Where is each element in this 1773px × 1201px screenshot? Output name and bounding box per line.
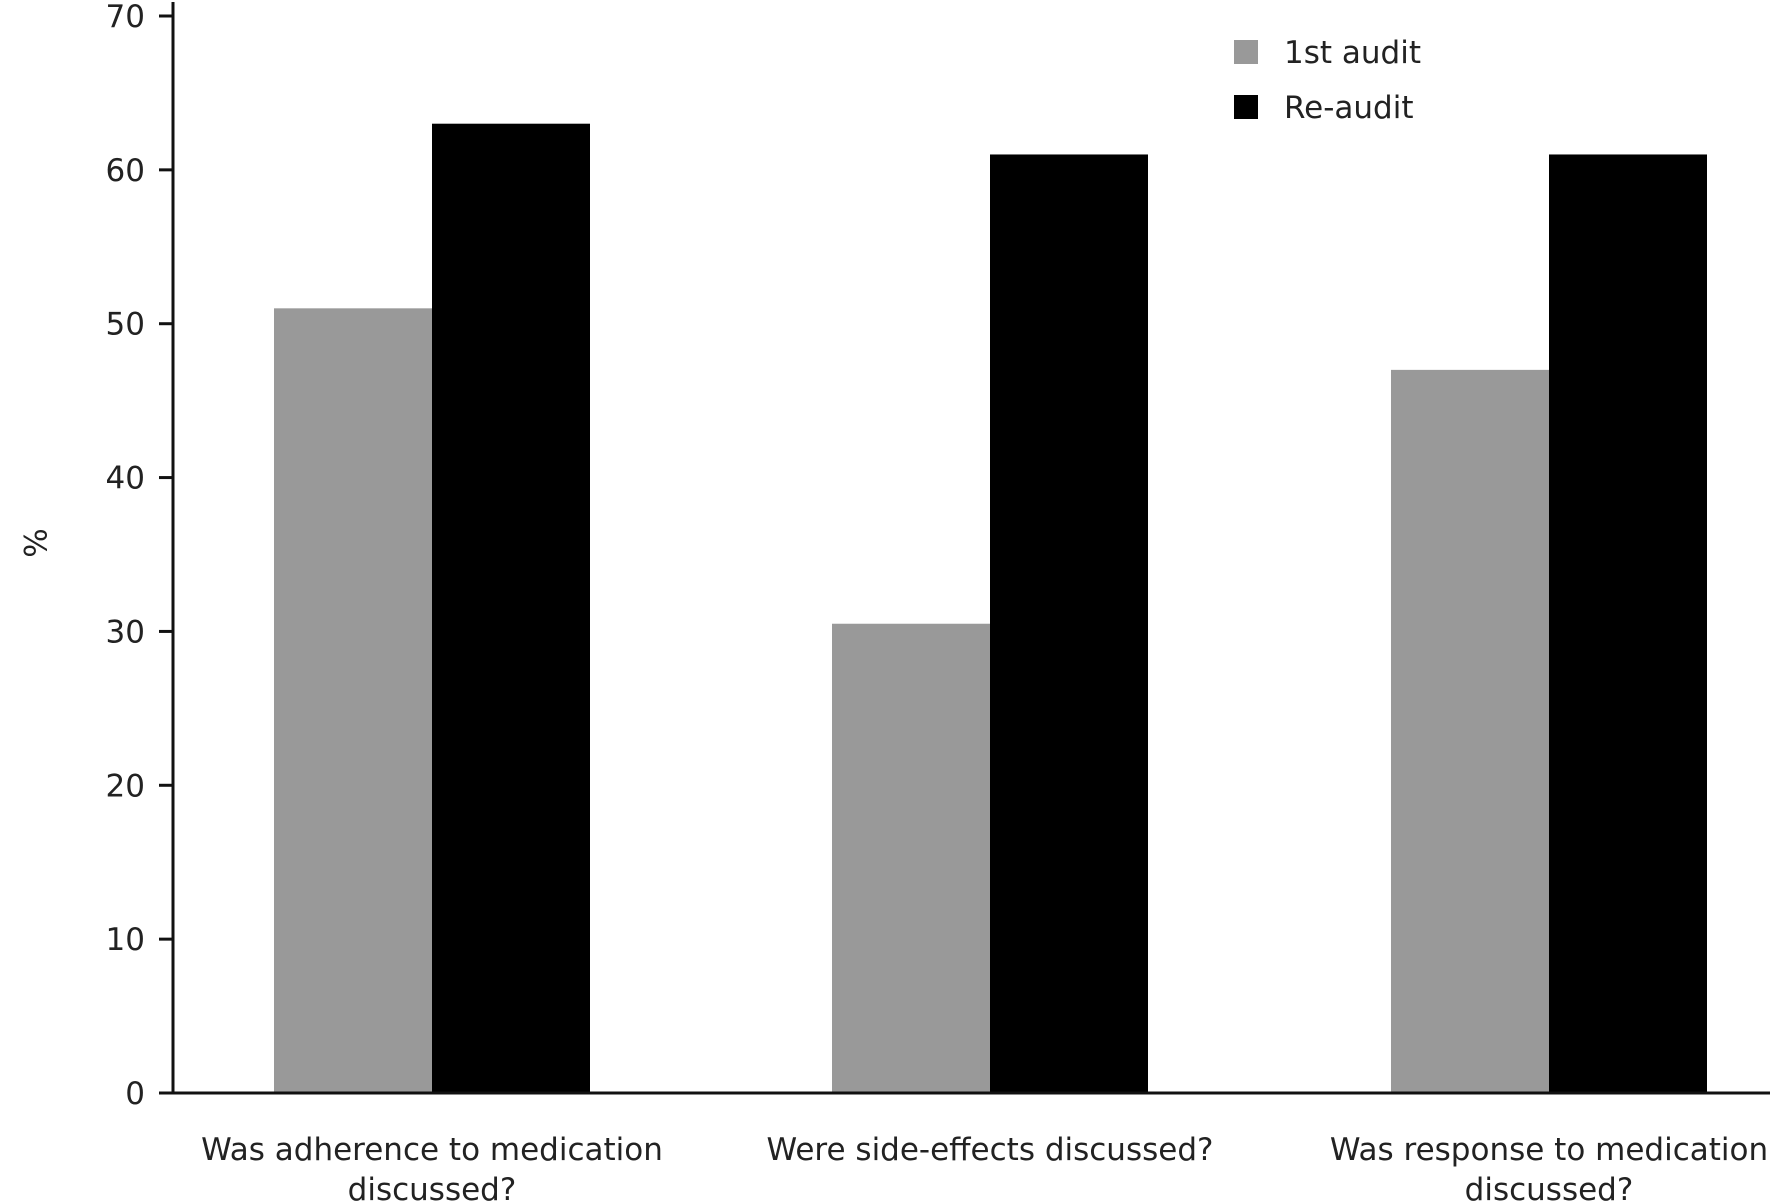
bar-1st-audit xyxy=(274,308,432,1093)
x-category-label: Were side-effects discussed? xyxy=(767,1132,1214,1168)
y-tick-label: 10 xyxy=(106,922,145,958)
x-category-label: Was adherence to medication discussed? xyxy=(201,1132,663,1201)
bar-re-audit xyxy=(990,154,1148,1093)
legend-label: Re-audit xyxy=(1284,90,1414,126)
x-category-label-line: discussed? xyxy=(1465,1172,1634,1201)
x-category-label: Was response to medication discussed? xyxy=(1330,1132,1768,1201)
x-category-label-line: Were side-effects discussed? xyxy=(767,1132,1214,1168)
y-tick-label: 30 xyxy=(106,614,145,650)
bar-re-audit xyxy=(432,123,590,1093)
y-ticks-group: 0 10 20 30 40 50 60 70 xyxy=(106,0,173,1112)
x-category-label-line: Was response to medication xyxy=(1330,1132,1768,1168)
bar-re-audit xyxy=(1549,154,1707,1093)
bar-1st-audit xyxy=(832,623,990,1093)
y-axis-label: % xyxy=(16,528,52,557)
bar-1st-audit xyxy=(1391,369,1549,1093)
y-tick-label: 70 xyxy=(106,0,145,35)
legend-label: 1st audit xyxy=(1284,35,1421,71)
y-tick-label: 0 xyxy=(125,1076,145,1112)
axes-group xyxy=(171,2,1770,1095)
x-categories-group: Was adherence to medication discussed? Wer… xyxy=(201,1132,1768,1201)
y-tick-label: 40 xyxy=(106,461,145,497)
bars-group xyxy=(274,123,1707,1093)
y-tick-label: 50 xyxy=(106,307,145,343)
x-category-label-line: discussed? xyxy=(348,1172,517,1201)
legend-swatch xyxy=(1234,95,1258,119)
legend-swatch xyxy=(1234,40,1258,64)
y-tick-label: 60 xyxy=(106,153,145,189)
legend: 1st audit Re-audit xyxy=(1234,35,1421,126)
x-category-label-line: Was adherence to medication xyxy=(201,1132,663,1168)
y-tick-label: 20 xyxy=(106,768,145,804)
